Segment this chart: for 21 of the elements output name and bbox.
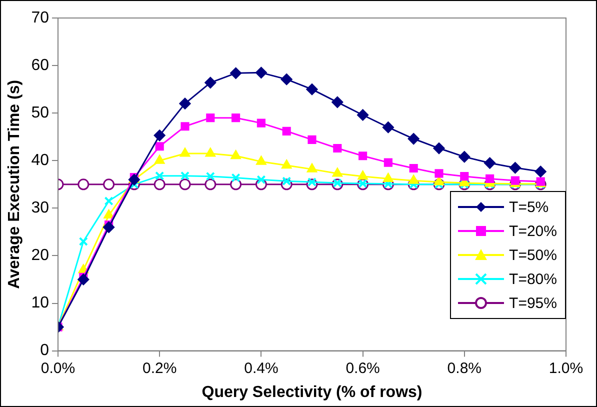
legend-label: T=20% [509,222,557,240]
y-tick-label: 10 [31,294,50,312]
y-tick-label: 0 [40,342,50,360]
y-axis-title: Average Execution Time (s) [6,80,24,289]
x-tick-label: 1.0% [548,360,584,377]
x-tick-label: 0.8% [447,360,482,377]
y-tick-label: 40 [31,152,50,170]
y-tick-label: 30 [31,200,50,217]
y-tick-label: 50 [31,104,50,122]
legend-label: T=5% [509,198,549,216]
x-tick-label: 0.6% [346,360,380,377]
x-tick-label: 0.2% [142,360,177,377]
x-tick-label: 0.0% [40,360,76,377]
x-tick-label: 0.4% [244,360,278,377]
x-axis-title: Query Selectivity (% of rows) [202,384,422,401]
legend-label: T=80% [509,270,557,288]
legend-label: T=50% [509,246,557,264]
y-tick-label: 60 [31,56,50,74]
y-tick-label: 70 [31,9,50,26]
legend-label: T=95% [509,294,557,312]
y-tick-label: 20 [31,247,50,264]
